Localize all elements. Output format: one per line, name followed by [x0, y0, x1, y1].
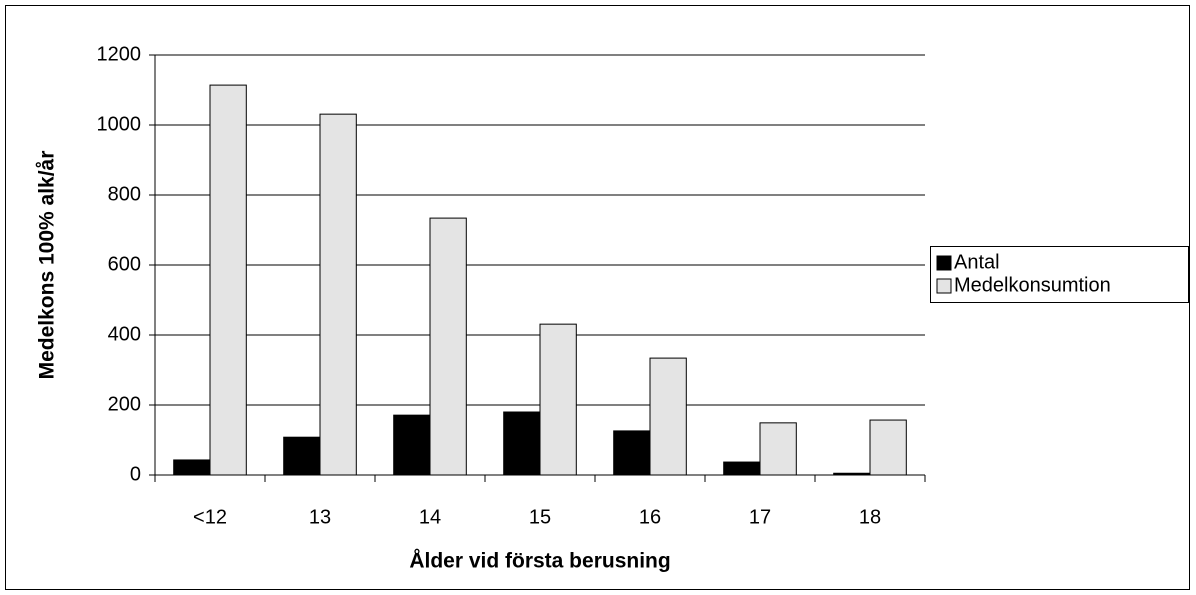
y-tick-label: 0 — [130, 463, 141, 485]
bar — [319, 113, 357, 476]
bar — [649, 357, 687, 476]
bar — [283, 436, 321, 476]
y-tick-label: 800 — [108, 183, 141, 205]
bar — [723, 461, 761, 476]
x-tick-label: <12 — [193, 506, 227, 528]
bar — [613, 430, 651, 476]
x-tick-label: 14 — [419, 506, 441, 528]
y-tick-label: 1200 — [97, 43, 142, 65]
legend-swatch — [936, 255, 952, 271]
x-tick-label: 16 — [639, 506, 661, 528]
bar — [393, 414, 431, 476]
y-tick-label: 600 — [108, 253, 141, 275]
x-tick-label: 15 — [529, 506, 551, 528]
legend-label: Antal — [954, 251, 1000, 273]
bar — [429, 217, 467, 476]
x-tick-label: 13 — [309, 506, 331, 528]
legend-box — [930, 246, 1189, 303]
bar — [539, 323, 577, 476]
bar — [173, 459, 211, 476]
bar — [833, 472, 871, 476]
y-tick-label: 400 — [108, 323, 141, 345]
bar — [869, 419, 907, 476]
bar — [759, 422, 797, 476]
bar — [209, 84, 247, 476]
x-tick-label: 17 — [749, 506, 771, 528]
y-tick-label: 1000 — [97, 113, 142, 135]
x-tick-label: 18 — [859, 506, 881, 528]
y-tick-label: 200 — [108, 393, 141, 415]
y-axis-title: Medelkons 100% alk/år — [36, 151, 59, 380]
x-axis-title: Ålder vid första berusning — [409, 549, 670, 573]
legend-label: Medelkonsumtion — [954, 274, 1111, 296]
legend-swatch — [936, 278, 952, 294]
bar — [503, 411, 541, 476]
